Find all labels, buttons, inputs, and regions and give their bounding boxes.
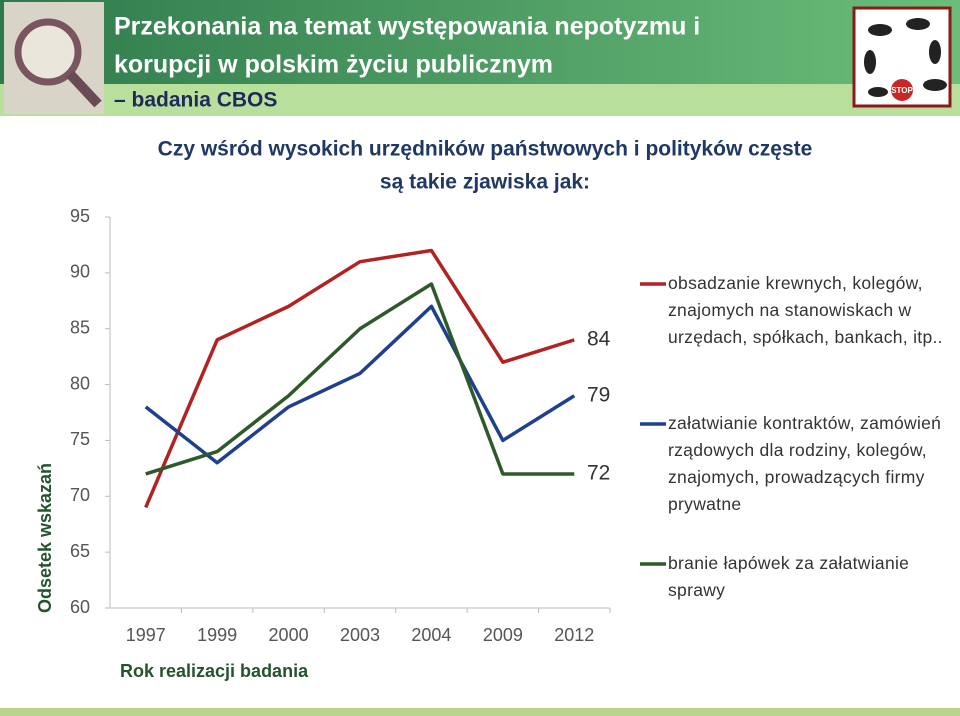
x-tick-label: 2000 xyxy=(269,625,309,645)
end-value-label: 84 xyxy=(587,327,611,350)
x-tick-label: 2003 xyxy=(340,625,380,645)
footer-band xyxy=(0,708,960,716)
x-tick-label: 2009 xyxy=(483,625,523,645)
legend-entry: obsadzanie krewnych, kolegów, znajomych … xyxy=(668,273,943,347)
y-tick-label: 70 xyxy=(70,485,90,505)
magnifier-handle xyxy=(66,70,102,108)
y-axis-label: Odsetek wskazań xyxy=(35,463,55,613)
chart-title: są takie zjawiska jak: xyxy=(380,171,590,194)
series-line xyxy=(145,282,575,476)
header-band xyxy=(0,0,960,84)
header-strip xyxy=(0,84,960,116)
y-tick-label: 75 xyxy=(70,429,90,449)
y-tick-label: 80 xyxy=(70,373,90,393)
x-tick-label: 2012 xyxy=(554,625,594,645)
stop-sign xyxy=(891,79,913,101)
header-title: korupcji w polskim życiu publicznym xyxy=(114,51,553,79)
end-value-label: 72 xyxy=(587,461,610,484)
magnifier xyxy=(14,18,82,86)
series-line xyxy=(144,248,575,509)
legend-entry: branie łapówek za załatwianie sprawy xyxy=(668,553,910,600)
header-title: Przekonania na temat występowania nepoty… xyxy=(114,13,700,41)
x-tick-label: 1999 xyxy=(197,625,237,645)
header-subtitle: – badania CBOS xyxy=(114,89,277,112)
series-line xyxy=(144,304,576,465)
x-tick-label: 1997 xyxy=(126,625,166,645)
y-tick-label: 90 xyxy=(70,262,90,282)
x-tick-label: 2004 xyxy=(411,625,451,645)
y-tick-label: 60 xyxy=(70,597,90,617)
x-axis-label: Rok realizacji badania xyxy=(120,661,309,681)
legend-entry: załatwianie kontraktów, zamówień rządowy… xyxy=(668,413,942,514)
y-tick-label: 85 xyxy=(70,317,90,337)
logo-text: STOP xyxy=(891,86,913,95)
chart-title: Czy wśród wysokich urzędników państwowyc… xyxy=(158,138,813,161)
y-tick-label: 65 xyxy=(70,541,90,561)
y-tick-label: 95 xyxy=(70,206,90,226)
end-value-label: 79 xyxy=(587,383,610,406)
logo-fish xyxy=(864,18,947,97)
